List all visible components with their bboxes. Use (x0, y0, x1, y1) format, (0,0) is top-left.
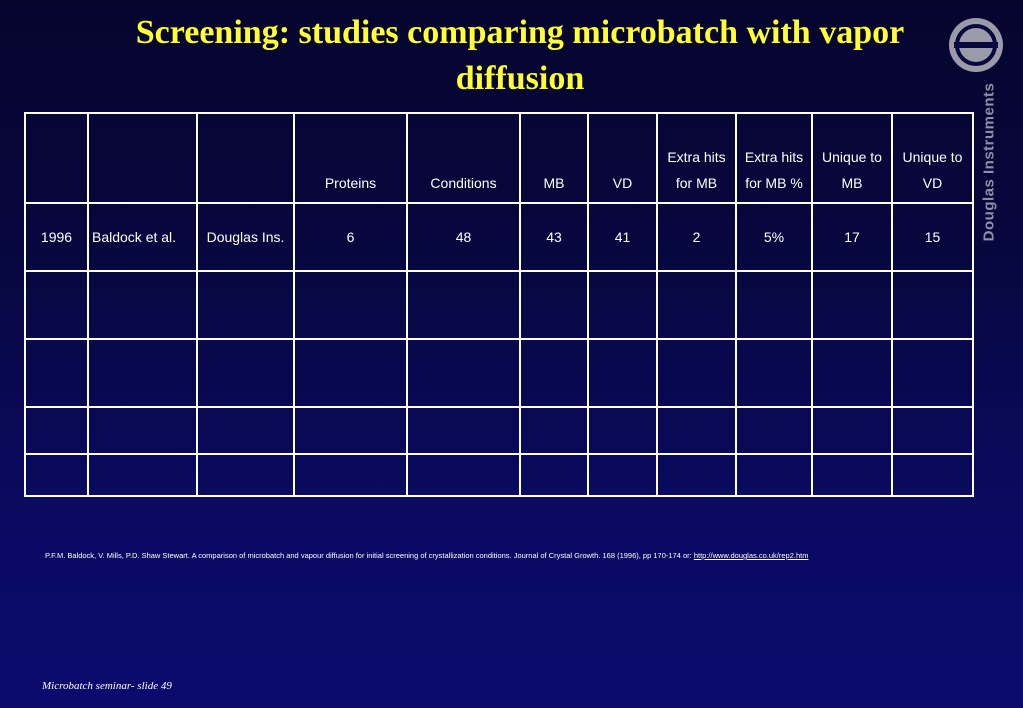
table-cell (656, 270, 737, 340)
header-conditions: Conditions (406, 112, 521, 204)
table-cell (406, 270, 521, 340)
table-cell (519, 338, 589, 408)
table-cell (735, 270, 813, 340)
cell-extra-hits-mb-percent: 5% (735, 202, 813, 272)
douglas-logo-icon (949, 18, 1003, 72)
header-unique-mb: Unique to MB (811, 112, 893, 204)
reference-citation: P.F.M. Baldock, V. Mills, P.D. Shaw Stew… (45, 551, 808, 560)
table-cell (293, 270, 408, 340)
cell-year: 1996 (24, 202, 89, 272)
table-cell (656, 453, 737, 497)
table-cell (811, 338, 893, 408)
cell-proteins: 6 (293, 202, 408, 272)
table-cell (406, 453, 521, 497)
table-cell (87, 270, 198, 340)
header-extra-hits-mb: Extra hits for MB (656, 112, 737, 204)
cell-extra-hits-mb: 2 (656, 202, 737, 272)
table-cell (587, 406, 658, 455)
header-cell (24, 112, 89, 204)
table-cell (293, 406, 408, 455)
cell-source: Douglas Ins. (196, 202, 295, 272)
table-cell (24, 338, 89, 408)
table-cell (891, 270, 974, 340)
table-cell (587, 453, 658, 497)
table-cell (735, 338, 813, 408)
table-cell (196, 270, 295, 340)
table-row (24, 406, 974, 455)
table-cell (811, 406, 893, 455)
table-cell (406, 338, 521, 408)
table-cell (891, 406, 974, 455)
table-cell (24, 270, 89, 340)
table-cell (196, 338, 295, 408)
cell-authors: Baldock et al. (87, 202, 198, 272)
table-cell (735, 406, 813, 455)
comparison-table: Proteins Conditions MB VD Extra hits for… (24, 112, 974, 497)
table-cell (735, 453, 813, 497)
cell-vd: 41 (587, 202, 658, 272)
table-cell (891, 453, 974, 497)
table-cell (87, 338, 198, 408)
table-cell (24, 453, 89, 497)
table-cell (24, 406, 89, 455)
slide-footer: Microbatch seminar- slide 49 (42, 680, 172, 692)
table-row: 1996 Baldock et al. Douglas Ins. 6 48 43… (24, 202, 974, 272)
table-cell (519, 406, 589, 455)
header-cell (196, 112, 295, 204)
table-cell (656, 338, 737, 408)
reference-link[interactable]: http://www.douglas.co.uk/rep2.htm (693, 551, 809, 560)
table-cell (196, 453, 295, 497)
table-header-row: Proteins Conditions MB VD Extra hits for… (24, 112, 974, 204)
table-row (24, 270, 974, 340)
table-cell (811, 270, 893, 340)
table-cell (87, 453, 198, 497)
cell-unique-vd: 15 (891, 202, 974, 272)
table-cell (293, 338, 408, 408)
header-extra-hits-mb-percent: Extra hits for MB % (735, 112, 813, 204)
header-proteins: Proteins (293, 112, 408, 204)
table-cell (811, 453, 893, 497)
table-cell (891, 338, 974, 408)
table-cell (406, 406, 521, 455)
cell-unique-mb: 17 (811, 202, 893, 272)
cell-conditions: 48 (406, 202, 521, 272)
brand-text: Douglas Instruments (980, 82, 998, 242)
table-cell (293, 453, 408, 497)
table-cell (519, 453, 589, 497)
cell-mb: 43 (519, 202, 589, 272)
table-cell (656, 406, 737, 455)
reference-text: P.F.M. Baldock, V. Mills, P.D. Shaw Stew… (45, 551, 694, 560)
header-vd: VD (587, 112, 658, 204)
slide-title: Screening: studies comparing microbatch … (135, 14, 905, 97)
header-unique-vd: Unique to VD (891, 112, 974, 204)
header-mb: MB (519, 112, 589, 204)
table-cell (519, 270, 589, 340)
header-cell (87, 112, 198, 204)
table-cell (587, 338, 658, 408)
table-cell (87, 406, 198, 455)
table-cell (587, 270, 658, 340)
table-row (24, 338, 974, 408)
table-row (24, 453, 974, 497)
table-cell (196, 406, 295, 455)
